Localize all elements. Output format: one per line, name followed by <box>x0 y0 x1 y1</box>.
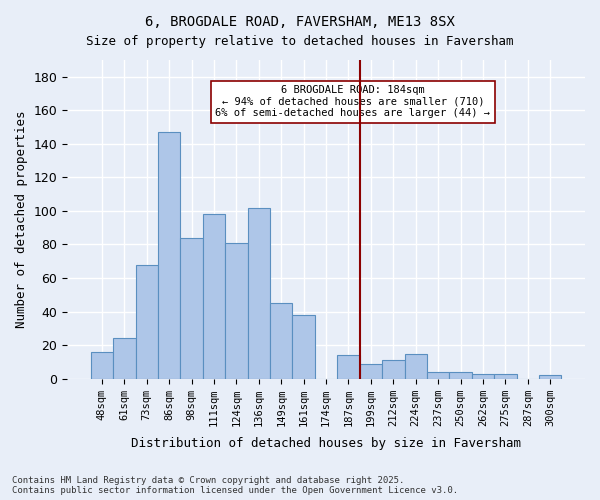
Bar <box>292 315 315 378</box>
Bar <box>472 374 494 378</box>
Bar <box>404 354 427 378</box>
Bar <box>181 238 203 378</box>
Bar <box>337 355 360 378</box>
Bar <box>158 132 181 378</box>
Bar <box>427 372 449 378</box>
Bar <box>136 264 158 378</box>
Bar <box>360 364 382 378</box>
Text: 6 BROGDALE ROAD: 184sqm
← 94% of detached houses are smaller (710)
6% of semi-de: 6 BROGDALE ROAD: 184sqm ← 94% of detache… <box>215 85 490 118</box>
Bar <box>91 352 113 378</box>
Bar <box>539 376 562 378</box>
Bar <box>225 243 248 378</box>
Text: Size of property relative to detached houses in Faversham: Size of property relative to detached ho… <box>86 35 514 48</box>
Text: 6, BROGDALE ROAD, FAVERSHAM, ME13 8SX: 6, BROGDALE ROAD, FAVERSHAM, ME13 8SX <box>145 15 455 29</box>
Bar <box>494 374 517 378</box>
Bar <box>449 372 472 378</box>
Bar <box>203 214 225 378</box>
Text: Contains HM Land Registry data © Crown copyright and database right 2025.
Contai: Contains HM Land Registry data © Crown c… <box>12 476 458 495</box>
Bar <box>113 338 136 378</box>
Y-axis label: Number of detached properties: Number of detached properties <box>15 110 28 328</box>
Bar <box>382 360 404 378</box>
Bar <box>270 303 292 378</box>
X-axis label: Distribution of detached houses by size in Faversham: Distribution of detached houses by size … <box>131 437 521 450</box>
Bar <box>248 208 270 378</box>
